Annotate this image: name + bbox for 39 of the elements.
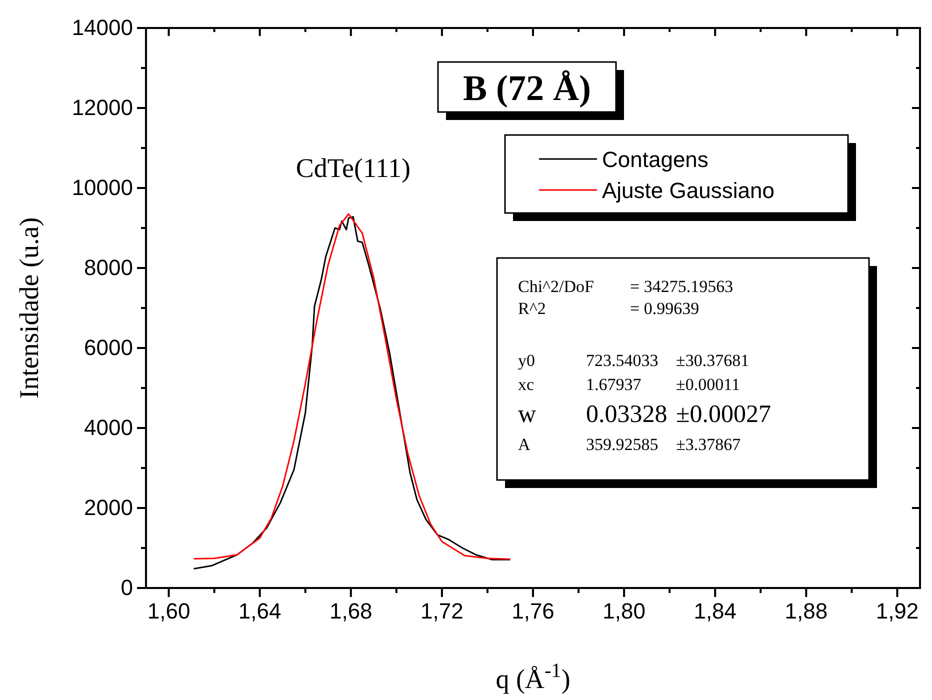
annotation: 1.67937 [586, 375, 642, 394]
annotation: CdTe(111) [296, 152, 410, 183]
x-tick-label: 1,60 [147, 598, 190, 624]
annotation: ±0.00027 [676, 401, 771, 428]
y-tick-label: 12000 [72, 95, 133, 120]
annotation: ±30.37681 [676, 351, 750, 370]
annotation: xc [518, 375, 534, 394]
annotation: w [518, 401, 536, 428]
x-axis-title: q (Å$^{-1}$) [496, 660, 570, 694]
x-tick-label: 1,64 [238, 598, 282, 624]
y-tick-label: 4000 [84, 415, 133, 440]
x-tick-label: 1,88 [784, 598, 828, 624]
annotation: Chi^2/DoF [518, 277, 594, 296]
y-tick-label: 0 [120, 575, 133, 600]
annotation: ±3.37867 [676, 435, 742, 454]
legend-label: Ajuste Gaussiano [602, 178, 774, 203]
y-axis-title: Intensidade (u.a) [14, 217, 44, 399]
x-tick-label: 1,84 [694, 598, 737, 624]
x-tick-label: 1,76 [512, 598, 554, 624]
y-tick-label: 2000 [84, 495, 133, 520]
annotation: 0.03328 [586, 401, 668, 428]
annotation: = 34275.19563 [630, 277, 734, 296]
legend-label: Contagens [602, 147, 708, 172]
annotation: R^2 [518, 299, 546, 318]
x-tick-label: 1,68 [329, 598, 372, 624]
text: B (72 Å) [463, 68, 591, 108]
annotation: 359.92585 [586, 435, 658, 454]
annotation: = 0.99639 [630, 299, 700, 318]
x-tick-label: 1,72 [420, 598, 464, 624]
x-tick-label: 1,80 [602, 598, 646, 624]
y-tick-label: 6000 [84, 335, 133, 360]
annotation: 723.54033 [586, 351, 658, 370]
y-tick-label: 10000 [72, 175, 133, 200]
y-tick-label: 8000 [84, 255, 133, 280]
annotation: ±0.00011 [676, 375, 740, 394]
y-tick-label: 14000 [72, 15, 133, 40]
annotation: y0 [518, 351, 535, 370]
x-tick-label: 1,92 [876, 598, 919, 624]
annotation: A [518, 435, 531, 454]
